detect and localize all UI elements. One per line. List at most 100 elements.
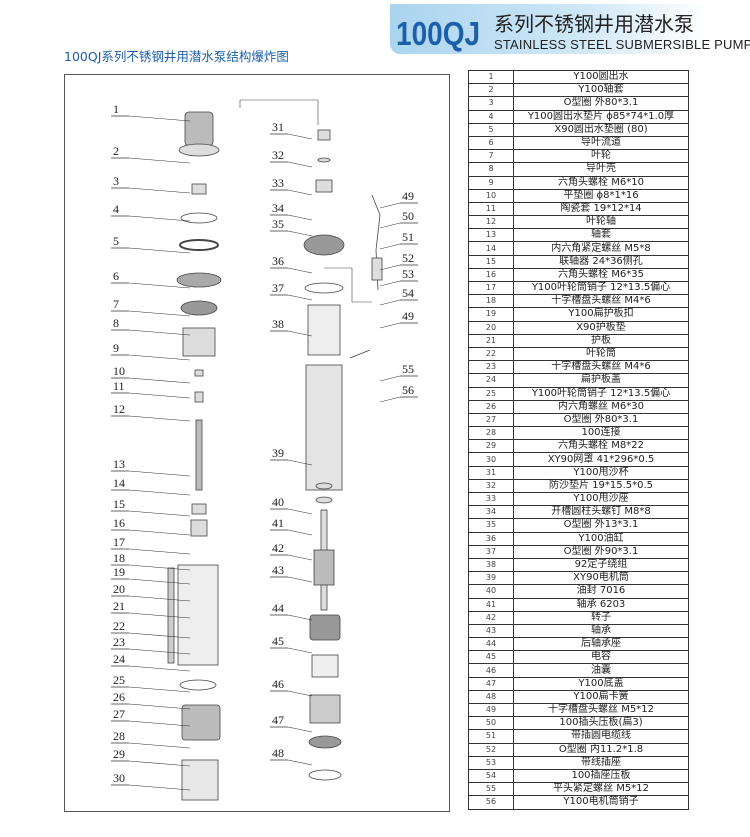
leader-line [128, 354, 191, 361]
part-number: 48 [468, 689, 514, 705]
part-number: 10 [468, 188, 514, 203]
table-row: 32 防沙垫片 19*15.5*0.5 [468, 478, 689, 494]
table-row: 41 轴承 6203 [468, 597, 689, 612]
part-number: 11 [468, 201, 514, 217]
table-row: 12 叶轮轴 [468, 215, 689, 230]
part-number: 14 [468, 241, 514, 256]
leader-line [287, 294, 313, 301]
table-row: 4 Y100圆出水垫片 ɸ85*74*1.0厚 [468, 109, 689, 124]
callout-label: 30 [113, 771, 125, 785]
part-connector [181, 704, 221, 741]
part-mesh [181, 759, 219, 801]
part-number: 53 [468, 755, 514, 770]
part-name: Y100扁护板扣 [513, 307, 689, 322]
leader-line [287, 614, 313, 621]
part-number: 27 [468, 412, 514, 428]
callout-label: 14 [113, 476, 125, 490]
leader-line [287, 267, 313, 274]
diagram-frame [64, 74, 450, 812]
part-number: 5 [468, 122, 514, 137]
leader-line [128, 578, 191, 585]
callout-label: 1 [113, 102, 119, 116]
part-number: 47 [468, 676, 514, 691]
callout-label: 22 [113, 619, 125, 633]
callout-label: 55 [402, 362, 414, 376]
part-number: 22 [468, 346, 514, 362]
part-name: 六角头螺栓 M8*22 [513, 439, 689, 454]
table-row: 21 护板 [468, 333, 689, 348]
part-name: Y100底盖 [513, 676, 689, 691]
callout-label: 40 [272, 495, 284, 509]
table-row: 50 100插头压板(扁3) [468, 716, 689, 731]
table-row: 36 Y100油缸 [468, 531, 689, 546]
table-row: 28 100连接 [468, 426, 689, 441]
table-row: 35 O型圈 外13*3.1 [468, 518, 689, 533]
leader-line [128, 632, 191, 639]
part-pin [349, 349, 371, 359]
part-name: 油囊 [513, 663, 689, 678]
callout-label: 4 [113, 202, 119, 216]
part-name: 六角头螺栓 M6*35 [513, 267, 689, 283]
table-row: 19 Y100扁护板扣 [468, 307, 689, 322]
leader-line [287, 330, 313, 337]
part-name: 防沙垫片 19*15.5*0.5 [513, 478, 689, 494]
part-bushing [191, 503, 207, 515]
callout-label: 23 [113, 635, 125, 649]
part-number: 16 [468, 267, 514, 283]
callout-label: 3 [113, 174, 119, 188]
part-oil-seal [315, 482, 333, 490]
part-name: 100插头压板(扁3) [513, 716, 689, 731]
part-name: 联轴器 24*36侧孔 [513, 254, 689, 269]
part-name: 轴承 [513, 623, 689, 639]
callout-label: 44 [272, 601, 284, 615]
table-row: 29 六角头螺栓 M8*22 [468, 439, 689, 454]
table-row: 17 Y100叶轮筒销子 12*13.5偏心 [468, 280, 689, 296]
part-name: 平垫圈 ɸ8*1*16 [513, 188, 689, 203]
table-row: 48 Y100扁卡簧 [468, 689, 689, 705]
part-name: 带插圆电缆线 [513, 729, 689, 744]
part-sand-seat [315, 179, 333, 193]
leader-line [128, 784, 191, 791]
part-guard-plate [167, 567, 175, 664]
callout-label: 9 [113, 341, 119, 355]
table-row: 20 X90护板垫 [468, 320, 689, 335]
callout-label: 52 [402, 251, 414, 265]
part-socket [371, 257, 383, 281]
part-name: 转子 [513, 610, 689, 625]
table-row: 10 平垫圈 ɸ8*1*16 [468, 188, 689, 203]
leader-line [128, 648, 191, 655]
part-outlet [184, 111, 214, 147]
callout-label: 45 [272, 634, 284, 648]
part-number: 18 [468, 294, 514, 309]
part-sand-cup [317, 129, 331, 141]
table-row: 13 轴套 [468, 228, 689, 243]
part-oil-cylinder [303, 234, 345, 256]
leader-line [287, 726, 313, 733]
part-oring-37 [304, 282, 344, 294]
part-name: 内六角紧定螺丝 M5*8 [513, 241, 689, 256]
part-sleeve [191, 183, 207, 195]
part-number: 24 [468, 373, 514, 388]
table-row: 53 带线插座 [468, 755, 689, 770]
leader-line [128, 720, 191, 727]
table-row: 47 Y100底盖 [468, 676, 689, 691]
leader-line [287, 554, 313, 561]
part-name: 轴套 [513, 228, 689, 243]
part-name: 100连接 [513, 426, 689, 441]
callout-label: 5 [113, 234, 119, 248]
leader-line [128, 247, 191, 254]
part-name: O型圈 外80*3.1 [513, 412, 689, 428]
leader-line [128, 595, 191, 602]
callout-label: 13 [113, 457, 125, 471]
leader-line [128, 564, 191, 571]
part-name: 平头紧定螺丝 M5*12 [513, 782, 689, 797]
table-row: 7 叶轮 [468, 149, 689, 164]
part-number: 56 [468, 795, 514, 810]
table-row: 25 Y100叶轮筒销子 12*13.5偏心 [468, 386, 689, 401]
part-number: 28 [468, 426, 514, 441]
callout-label: 25 [113, 673, 125, 687]
table-row: 31 Y100甩沙杯 [468, 465, 689, 480]
callout-label: 6 [113, 269, 119, 283]
table-row: 8 导叶壳 [468, 162, 689, 177]
